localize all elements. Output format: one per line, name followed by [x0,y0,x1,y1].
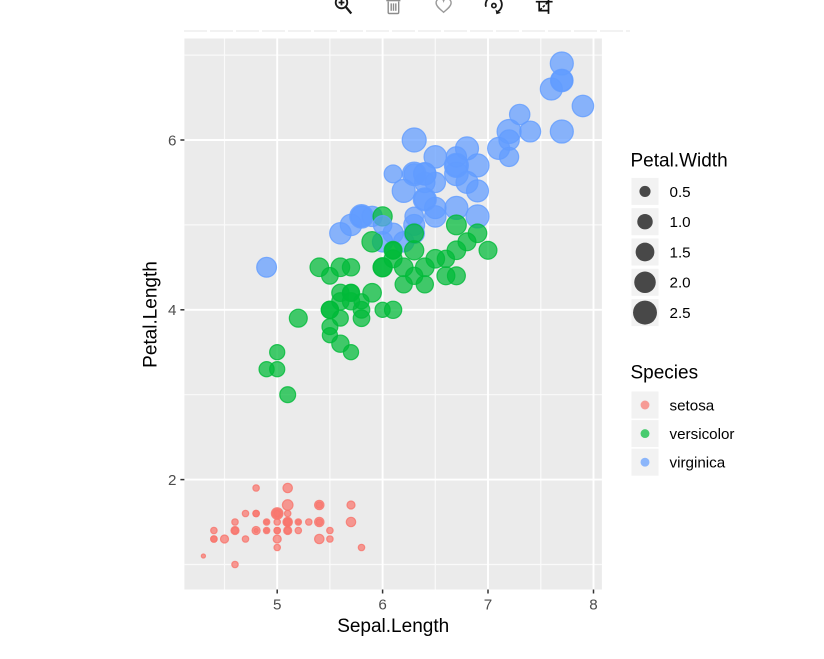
svg-text:virginica: virginica [670,455,726,472]
svg-text:4: 4 [168,302,176,319]
svg-text:2.5: 2.5 [670,305,691,322]
svg-text:setosa: setosa [670,397,715,414]
svg-text:2.0: 2.0 [670,275,691,292]
svg-text:5: 5 [273,596,281,613]
svg-text:1.5: 1.5 [670,244,691,261]
svg-text:Species: Species [631,363,699,384]
svg-text:versicolor: versicolor [670,426,735,443]
svg-text:Sepal.Length: Sepal.Length [337,616,449,637]
svg-text:7: 7 [484,596,492,613]
svg-text:6: 6 [168,132,176,149]
svg-text:Petal.Length: Petal.Length [141,261,162,368]
svg-text:0.5: 0.5 [670,184,691,201]
svg-text:8: 8 [589,596,597,613]
svg-text:2: 2 [168,472,176,489]
svg-text:Petal.Width: Petal.Width [631,151,728,172]
svg-text:1.0: 1.0 [670,214,691,231]
svg-text:6: 6 [378,596,386,613]
